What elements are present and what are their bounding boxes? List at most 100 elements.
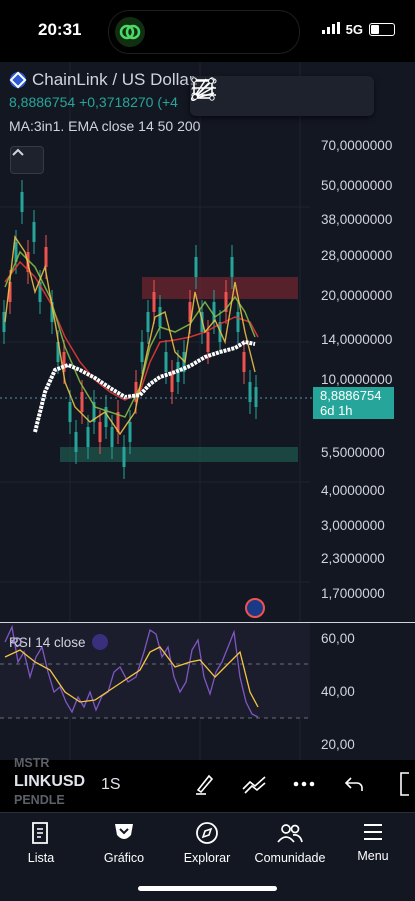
symbol-current[interactable]: LINKUSD (14, 773, 86, 790)
symbol-prev[interactable]: MSTR (14, 756, 50, 770)
trend-tools-button[interactable] (240, 770, 268, 798)
candle-body (242, 352, 246, 372)
tab-label: Lista (27, 851, 55, 865)
trend-tools-icon (242, 776, 266, 794)
candle-body (188, 302, 192, 322)
price-chart[interactable]: ChainLink / US Dollar 8,8886754 +0,37182… (0, 62, 415, 760)
candle-body (38, 282, 42, 302)
menu-icon (364, 824, 382, 840)
trend-line-tool-button[interactable] (192, 76, 362, 116)
symbol-switcher[interactable]: MSTR LINKUSD PENDLE (14, 756, 86, 807)
candle-body (74, 432, 78, 452)
candle-body (236, 312, 240, 332)
candle-body (8, 282, 12, 302)
fullscreen-button[interactable] (390, 770, 415, 798)
tab-explorar[interactable]: Explorar (162, 821, 252, 865)
chevron-up-icon (12, 148, 24, 156)
list-icon (32, 822, 48, 844)
price-axis-label: 50,0000000 (321, 178, 393, 193)
candle-body (104, 407, 108, 427)
status-bar: 20:31 5G (0, 0, 415, 62)
rsi-label: RSI 14 close (9, 634, 86, 650)
candle-body (116, 412, 120, 432)
candle-body (158, 307, 162, 327)
candle-body (170, 372, 174, 392)
undo-icon (344, 777, 363, 791)
candle-body (152, 292, 156, 312)
resistance-zone (142, 277, 298, 299)
candle-body (164, 352, 168, 372)
refresh-icon[interactable] (11, 634, 108, 650)
tab-lista[interactable]: Lista (0, 821, 86, 865)
chart-icon (115, 824, 133, 839)
us-flag-icon[interactable] (245, 598, 265, 618)
status-time: 20:31 (38, 20, 82, 39)
tab-label: Explorar (183, 851, 231, 865)
rsi-pane[interactable]: RSI 14 close 60,00 40,00 20,00 (0, 622, 415, 760)
candle-body (212, 302, 216, 322)
home-indicator[interactable] (138, 886, 277, 891)
candles (2, 180, 258, 479)
link-icon (115, 17, 145, 47)
candle-body (98, 422, 102, 442)
price-axis-label: 10,0000000 (321, 372, 393, 387)
candle-body (230, 257, 234, 277)
ema-long-line (33, 339, 256, 433)
candle-body (146, 312, 150, 332)
rsi-legend[interactable]: RSI 14 close (9, 634, 108, 650)
people-icon (277, 824, 303, 843)
candle-body (2, 312, 6, 332)
candle-body (140, 342, 144, 362)
chainlink-logo-icon (9, 71, 27, 89)
trend-line-icon (192, 78, 214, 100)
rsi-axis-label: 20,00 (321, 737, 355, 752)
rsi-ma-line (4, 646, 259, 708)
indicator-label[interactable]: MA:3in1. EMA close 14 50 200 (9, 118, 201, 134)
tab-menu[interactable]: Menu (328, 821, 415, 863)
signal-icon (321, 22, 340, 37)
candle-body (134, 382, 138, 402)
chart-canvas[interactable] (0, 62, 415, 760)
candle-body (182, 352, 186, 372)
candle-body (20, 192, 24, 212)
support-zone (60, 447, 298, 462)
rectangle-tool-button[interactable] (191, 76, 322, 116)
price-axis-label: 4,0000000 (321, 483, 385, 498)
drawing-toolbar (190, 76, 374, 116)
symbol-title[interactable]: ChainLink / US Dollar (32, 70, 195, 89)
rsi-axis-label: 40,00 (321, 684, 355, 699)
price-tag-countdown: 6d 1h (320, 403, 353, 418)
last-price-tag: 8,8886754 6d 1h (313, 387, 394, 419)
price-axis-label: 14,0000000 (321, 332, 393, 347)
candle-body (248, 382, 252, 402)
candle-body (86, 427, 90, 447)
more-icon (293, 781, 315, 787)
horizontal-lines-tool-button[interactable] (191, 76, 282, 116)
candle-body (80, 392, 84, 412)
ema-200-line (4, 260, 259, 401)
tab-comunidade[interactable]: Comunidade (245, 821, 335, 865)
symbol-next[interactable]: PENDLE (14, 793, 65, 807)
candle-body (62, 352, 66, 372)
interval-button[interactable]: 1S (101, 776, 121, 793)
symbol-header[interactable]: ChainLink / US Dollar (9, 70, 195, 90)
compass-icon (196, 822, 218, 844)
tab-label: Gráfico (103, 851, 145, 865)
undo-button[interactable] (340, 770, 368, 798)
collapse-indicators-button[interactable] (10, 146, 44, 174)
rsi-axis-label: 60,00 (321, 631, 355, 646)
price-axis-label: 20,0000000 (321, 288, 393, 303)
brush-button[interactable] (190, 770, 218, 798)
candle-body (110, 427, 114, 447)
candle-body (194, 257, 198, 277)
more-button[interactable] (290, 770, 318, 798)
candle-body (50, 302, 54, 322)
candle-body (56, 342, 60, 362)
price-axis-label: 3,0000000 (321, 518, 385, 533)
price-axis-label: 38,0000000 (321, 212, 393, 227)
tab-grafico[interactable]: Gráfico (79, 821, 169, 865)
price-axis-label: 1,7000000 (321, 586, 385, 601)
battery-icon (369, 23, 395, 36)
tab-label: Menu (357, 849, 389, 863)
last-price: 8,8886754 (9, 94, 76, 110)
